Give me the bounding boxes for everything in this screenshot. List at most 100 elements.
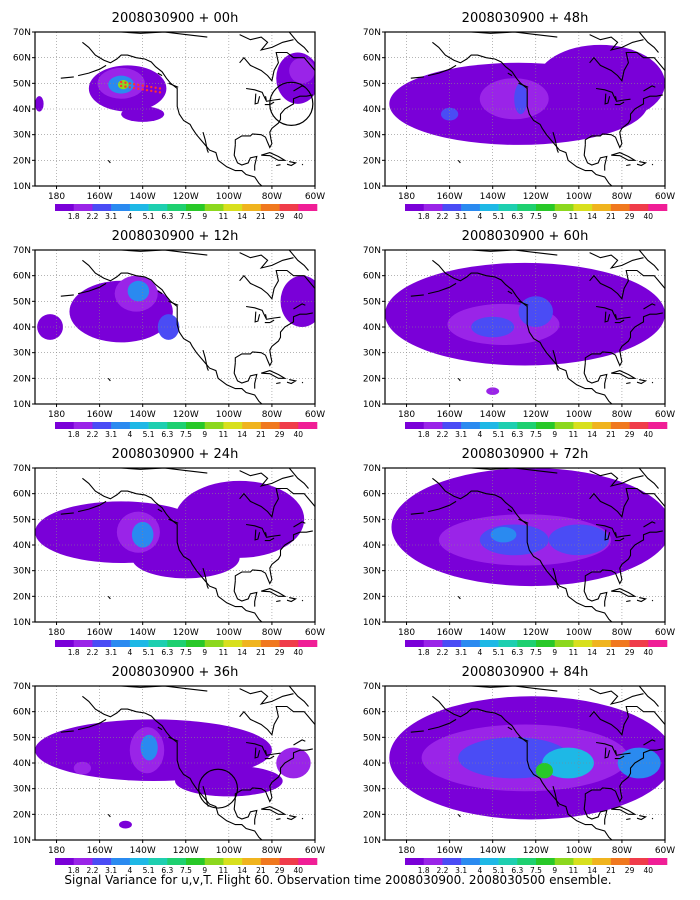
- colorbar-label: 1.8: [418, 430, 430, 439]
- coastline: [596, 523, 631, 538]
- coastline: [589, 51, 665, 83]
- colorbar-label: 4: [127, 866, 132, 875]
- colorbar-label: 5.1: [143, 866, 155, 875]
- colorbar-swatch: [592, 858, 612, 865]
- coastline: [584, 312, 663, 367]
- variance-contour: [119, 820, 132, 829]
- y-tick-label: 70N: [13, 246, 31, 256]
- coastline: [264, 96, 267, 101]
- coastline: [552, 785, 559, 807]
- colorbar-label: 40: [644, 866, 654, 875]
- coastline: [264, 750, 267, 755]
- x-tick-label: 80W: [612, 192, 632, 202]
- colorbar-label: 40: [294, 866, 304, 875]
- coastline: [60, 294, 74, 297]
- colorbar-label: 4: [477, 648, 482, 657]
- x-tick-label: 180: [398, 410, 415, 420]
- colorbar-swatch: [186, 858, 206, 865]
- colorbar-label: 7.5: [530, 648, 542, 657]
- colorbar-swatch: [73, 422, 93, 429]
- colorbar-label: 21: [606, 212, 616, 221]
- coastline: [239, 487, 315, 519]
- x-tick-label: 140W: [480, 192, 506, 202]
- colorbar-label: 21: [256, 648, 266, 657]
- x-tick-label: 100W: [566, 846, 592, 856]
- coastline: [596, 741, 631, 756]
- x-tick-label: 120W: [523, 846, 549, 856]
- colorbar-swatch: [260, 640, 280, 647]
- flight-track-dot: [150, 85, 153, 89]
- y-tick-label: 10N: [13, 836, 31, 846]
- coastline: [288, 250, 309, 271]
- flight-track-dot: [150, 89, 153, 93]
- coastline: [664, 90, 665, 91]
- colorbar-swatch: [648, 422, 668, 429]
- y-tick-label: 70N: [13, 28, 31, 38]
- x-tick-label: 120W: [523, 192, 549, 202]
- y-tick-label: 20N: [363, 156, 381, 166]
- coastline: [566, 686, 569, 687]
- colorbar-label: 7.5: [530, 212, 542, 221]
- colorbar-swatch: [461, 858, 481, 865]
- x-tick-label: 180: [398, 846, 415, 856]
- x-tick-label: 60W: [655, 628, 675, 638]
- y-tick-label: 70N: [363, 682, 381, 692]
- y-tick-label: 50N: [13, 79, 31, 89]
- colorbar-label: 2.2: [436, 648, 448, 657]
- coastline: [254, 93, 261, 105]
- coastline: [314, 526, 315, 527]
- x-tick-label: 180: [48, 410, 65, 420]
- plot-area: [385, 686, 665, 840]
- coastline: [518, 82, 529, 88]
- coastline: [261, 806, 287, 815]
- colorbar-label: 14: [587, 648, 597, 657]
- colorbar-swatch: [167, 422, 187, 429]
- coastline: [107, 595, 111, 600]
- colorbar-label: 11: [569, 648, 579, 657]
- colorbar-label: 5.1: [493, 866, 505, 875]
- colorbar-label: 21: [606, 866, 616, 875]
- colorbar-label: 29: [275, 430, 285, 439]
- coastline: [507, 726, 513, 731]
- colorbar-label: 9: [202, 648, 207, 657]
- y-tick-label: 10N: [363, 400, 381, 410]
- coastline: [432, 259, 613, 404]
- colorbar-swatch: [405, 640, 425, 647]
- colorbar-swatch: [129, 204, 149, 211]
- flight-track-dot: [137, 87, 140, 90]
- colorbar-label: 6.3: [161, 212, 173, 221]
- variance-contour: [471, 316, 515, 338]
- y-tick-label: 20N: [13, 156, 31, 166]
- colorbar-swatch: [279, 858, 299, 865]
- colorbar-swatch: [610, 858, 630, 865]
- colorbar-swatch: [442, 858, 462, 865]
- colorbar-swatch: [204, 204, 224, 211]
- coastline: [286, 815, 298, 821]
- coastline: [643, 85, 656, 92]
- colorbar-swatch: [592, 204, 612, 211]
- coastline: [293, 303, 306, 310]
- variance-contour: [117, 79, 129, 90]
- colorbar-swatch: [204, 640, 224, 647]
- colorbar-label: 6.3: [161, 648, 173, 657]
- flight-track-dot: [137, 83, 140, 87]
- colorbar-label: 5.1: [493, 212, 505, 221]
- x-tick-label: 60W: [305, 628, 325, 638]
- panel-48h: 2008030900 + 48h 180 160W 140W 120W 100W 80W 60…: [363, 11, 675, 221]
- coastline: [427, 282, 457, 295]
- y-tick-label: 40N: [363, 105, 381, 115]
- colorbar-swatch: [129, 422, 149, 429]
- y-tick-label: 20N: [13, 810, 31, 820]
- coastline: [552, 567, 559, 589]
- colorbar-swatch: [405, 422, 425, 429]
- coastline: [233, 798, 258, 825]
- colorbar-swatch: [629, 422, 649, 429]
- colorbar-swatch: [186, 640, 206, 647]
- coastline: [589, 252, 644, 269]
- coastline: [651, 817, 654, 820]
- colorbar-label: 14: [237, 212, 247, 221]
- colorbar-label: 4: [127, 648, 132, 657]
- y-tick-label: 50N: [13, 515, 31, 525]
- coastline: [651, 381, 654, 384]
- coastline: [254, 747, 261, 759]
